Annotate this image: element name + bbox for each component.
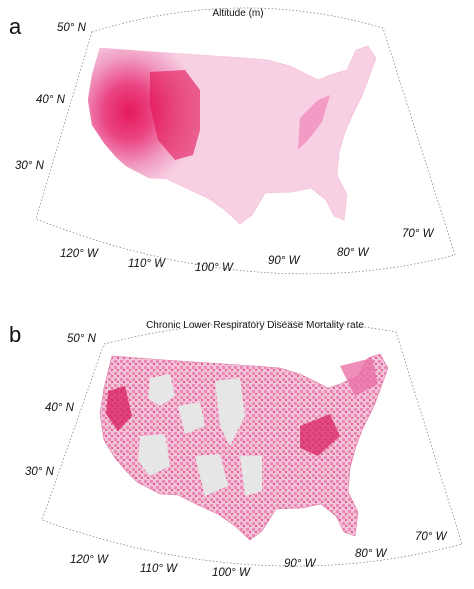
no-data-area [215,378,245,446]
rocky-mountains [150,70,200,160]
panel-a: a Altitude (m) 50° N 40° N 30° N 120° W … [9,7,456,275]
panel-a-title: Altitude (m) [212,8,264,19]
lon-label-90: 90° W [284,558,316,570]
altitude-map [35,7,456,275]
high-rate-area [106,386,132,431]
no-data-area [240,456,262,496]
mortality-map [41,321,463,567]
lon-label-80: 80° W [337,247,369,259]
panel-b-letter: b [9,322,22,347]
appalachians [298,95,330,150]
lon-label-70: 70° W [402,228,434,240]
lon-label-70: 70° W [415,531,447,543]
lat-label-50: 50° N [67,333,96,345]
lon-label-110: 110° W [128,258,165,270]
lat-label-40: 40° N [45,402,74,414]
panel-a-letter: a [9,14,22,39]
high-rate-area [300,414,340,456]
lon-label-100: 100° W [195,262,233,274]
no-data-area [178,402,205,434]
lon-label-90: 90° W [268,255,300,267]
lon-label-110: 110° W [140,563,177,575]
lat-label-40: 40° N [36,94,65,106]
lon-label-120: 120° W [60,248,98,260]
lon-label-80: 80° W [355,548,387,560]
map-frame [35,7,456,275]
lat-label-30: 30° N [25,466,54,478]
lon-label-120: 120° W [70,554,108,566]
lat-label-30: 30° N [15,160,44,172]
high-rate-area [340,358,378,396]
panel-b-title: Chronic Lower Respiratory Disease Mortal… [146,320,364,331]
no-data-area [148,374,175,406]
panel-b: b Chronic Lower Respiratory Disease Mort… [0,306,474,589]
map-frame [41,321,463,567]
no-data-area [138,434,170,476]
no-data-area [195,454,228,496]
usa-region [99,353,389,541]
lon-label-100: 100° W [212,567,250,579]
lat-label-50: 50° N [57,22,86,34]
